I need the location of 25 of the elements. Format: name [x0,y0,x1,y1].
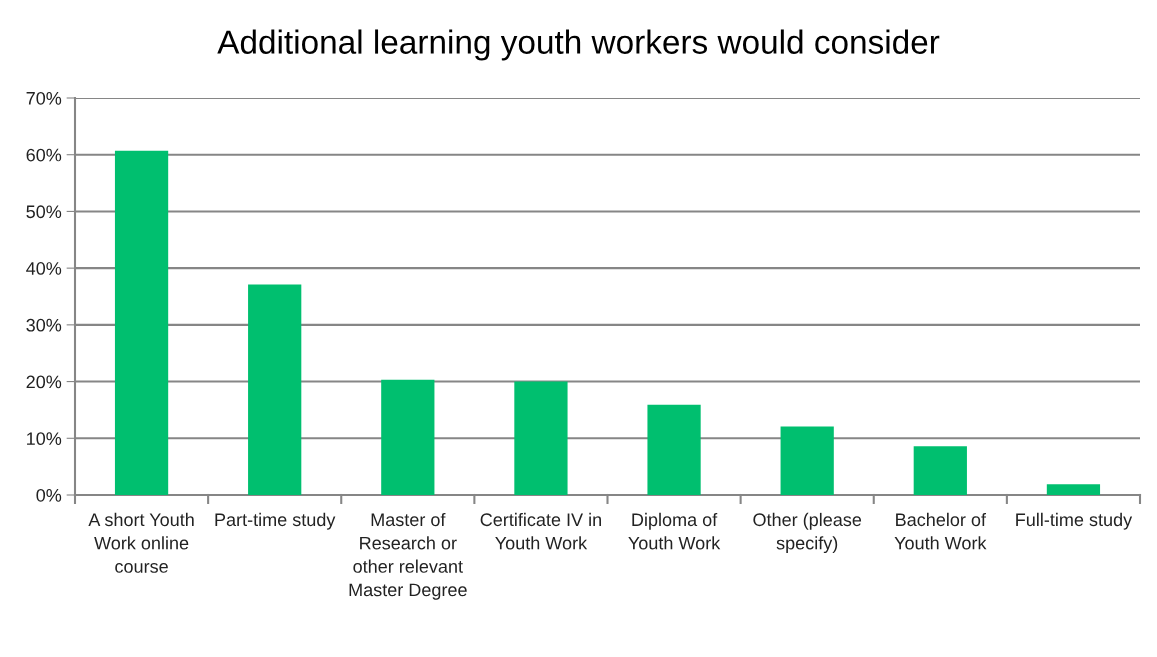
y-tick-label: 40% [26,262,62,275]
x-tick-label: Part-time study [215,512,336,530]
bar [647,404,701,495]
bar [514,381,568,495]
x-tick-label: Certificate IV in Youth Work [480,512,601,550]
bar [114,150,169,495]
bar [913,446,967,495]
y-tick-label: 0% [36,488,62,502]
x-tick-label: Other (please specify) [753,512,862,554]
bar [381,379,435,495]
x-tick-label: A short Youth Work online course [88,512,194,573]
y-tick-label: 20% [26,375,62,389]
y-tick-label: 60% [26,148,62,162]
chart-title: Additional learning youth workers would consider [217,29,940,61]
x-tick-label: Diploma of Youth Work [628,512,721,550]
x-tick-label: Master of Research or other relevant Master Degree [349,512,467,600]
bar [780,426,834,495]
x-tick-label: Full-time study [1016,512,1133,530]
y-tick-label: 10% [27,432,62,446]
x-tick-label: Bachelor of Youth Work [894,512,987,550]
y-tick-label: 50% [26,205,62,219]
bar [248,284,302,495]
y-tick-label: 70% [26,91,62,105]
bar [1046,484,1101,495]
y-tick-label: 30% [26,318,62,332]
